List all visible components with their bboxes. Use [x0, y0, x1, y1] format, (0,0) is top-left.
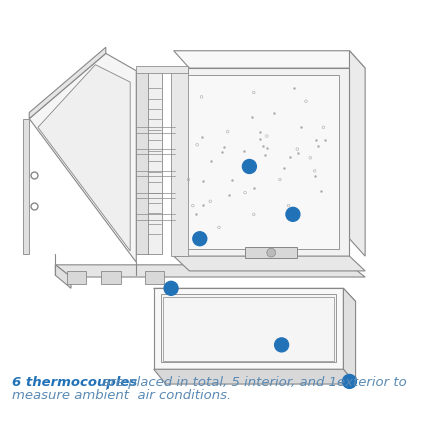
- Polygon shape: [171, 69, 188, 256]
- Polygon shape: [145, 271, 164, 284]
- Circle shape: [342, 374, 356, 389]
- Polygon shape: [66, 271, 86, 284]
- Polygon shape: [174, 52, 365, 69]
- Polygon shape: [245, 248, 297, 258]
- Polygon shape: [154, 369, 356, 384]
- Polygon shape: [29, 54, 136, 262]
- Circle shape: [242, 160, 257, 174]
- Polygon shape: [154, 289, 343, 369]
- Polygon shape: [174, 69, 349, 256]
- Polygon shape: [55, 265, 365, 277]
- Polygon shape: [174, 256, 365, 271]
- Polygon shape: [136, 67, 188, 74]
- Polygon shape: [161, 295, 337, 363]
- Polygon shape: [349, 52, 365, 256]
- Polygon shape: [55, 265, 71, 289]
- Polygon shape: [184, 76, 339, 250]
- Circle shape: [193, 232, 207, 246]
- Polygon shape: [38, 66, 130, 251]
- Polygon shape: [343, 289, 356, 384]
- Polygon shape: [102, 271, 121, 284]
- Polygon shape: [29, 48, 106, 119]
- Circle shape: [267, 249, 275, 257]
- Circle shape: [275, 338, 289, 352]
- Text: measure ambient  air conditions.: measure ambient air conditions.: [12, 389, 231, 401]
- Polygon shape: [154, 289, 356, 302]
- Polygon shape: [147, 72, 162, 254]
- Polygon shape: [23, 119, 29, 254]
- Polygon shape: [136, 72, 147, 254]
- Text: are placed in total, 5 interior, and 1exterior to: are placed in total, 5 interior, and 1ex…: [98, 375, 407, 389]
- Circle shape: [286, 208, 300, 222]
- Circle shape: [164, 282, 178, 296]
- Text: 6 thermocouples: 6 thermocouples: [12, 375, 137, 389]
